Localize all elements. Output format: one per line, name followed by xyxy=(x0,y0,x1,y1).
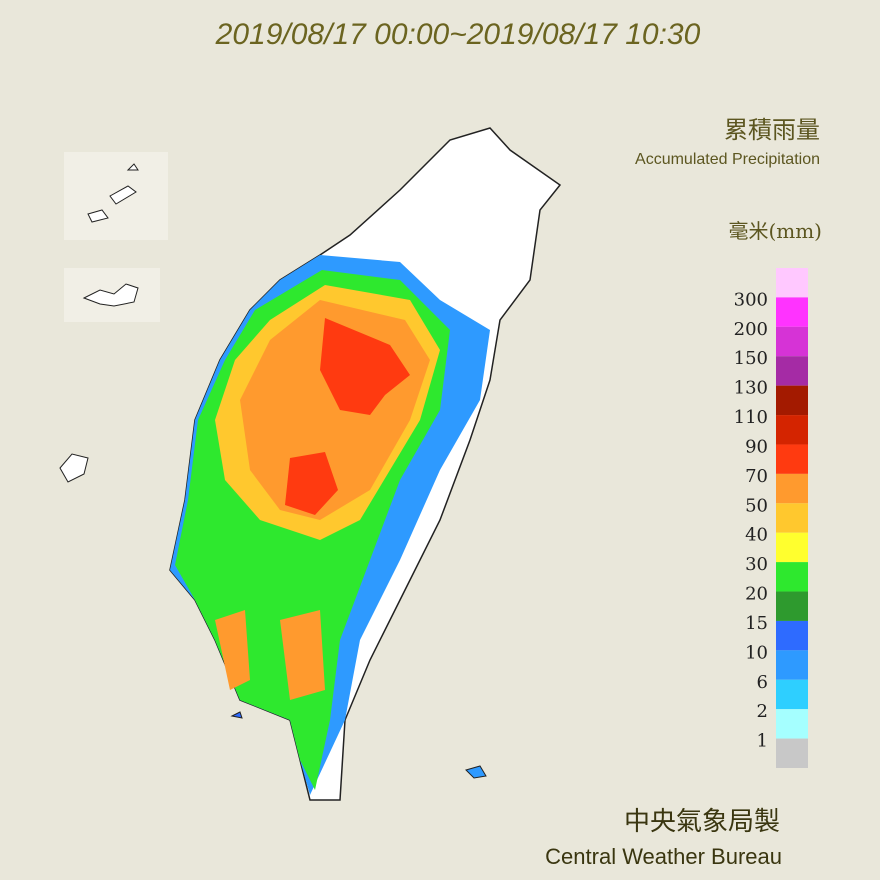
legend-subtitle: Accumulated Precipitation xyxy=(635,151,820,168)
rain-area xyxy=(320,318,410,415)
legend-swatch xyxy=(776,562,808,592)
legend-label: 150 xyxy=(734,348,768,369)
legend-swatch xyxy=(776,503,808,533)
legend-label: 200 xyxy=(734,319,768,340)
legend-swatch xyxy=(776,709,808,739)
legend: 300 200 150 130 110 90 70 50 40 30 20 15 10 6 2 1 xyxy=(734,268,808,768)
legend-title: 累積雨量 xyxy=(724,116,820,144)
legend-label: 50 xyxy=(745,495,768,516)
legend-swatch xyxy=(776,591,808,621)
legend-swatch xyxy=(776,415,808,445)
rain-area xyxy=(285,452,338,515)
legend-swatch xyxy=(776,297,808,327)
legend-swatch xyxy=(776,473,808,504)
legend-label: 2 xyxy=(757,701,768,722)
legend-label: 1 xyxy=(757,731,768,752)
legend-label: 40 xyxy=(745,525,768,546)
org-zh: 中央氣象局製 xyxy=(624,807,780,837)
map-title: 2019/08/17 00:00~2019/08/17 10:30 xyxy=(215,18,701,51)
legend-swatch xyxy=(776,650,808,680)
legend-swatch xyxy=(776,356,808,386)
legend-label: 130 xyxy=(734,378,768,399)
legend-swatch xyxy=(776,268,808,298)
legend-label: 70 xyxy=(745,466,768,487)
legend-swatch xyxy=(776,620,808,651)
legend-label: 15 xyxy=(745,613,768,634)
legend-swatch xyxy=(776,444,808,474)
island xyxy=(59,453,89,483)
legend-unit: 毫米(mm) xyxy=(728,219,822,243)
legend-label: 300 xyxy=(734,289,768,310)
island xyxy=(230,711,243,719)
legend-label: 10 xyxy=(745,642,768,663)
legend-label: 20 xyxy=(745,584,768,605)
island xyxy=(82,283,139,307)
legend-label: 6 xyxy=(757,672,768,693)
legend-label: 30 xyxy=(745,554,768,575)
org-en: Central Weather Bureau xyxy=(545,844,782,869)
legend-label: 110 xyxy=(734,407,768,428)
legend-swatch xyxy=(776,385,808,416)
island xyxy=(87,163,139,223)
legend-label: 90 xyxy=(745,436,768,457)
legend-swatch xyxy=(776,532,808,563)
rain-area xyxy=(215,610,325,700)
island xyxy=(465,765,487,779)
legend-swatch xyxy=(776,326,808,357)
legend-swatch xyxy=(776,679,808,710)
legend-swatch xyxy=(776,738,808,768)
